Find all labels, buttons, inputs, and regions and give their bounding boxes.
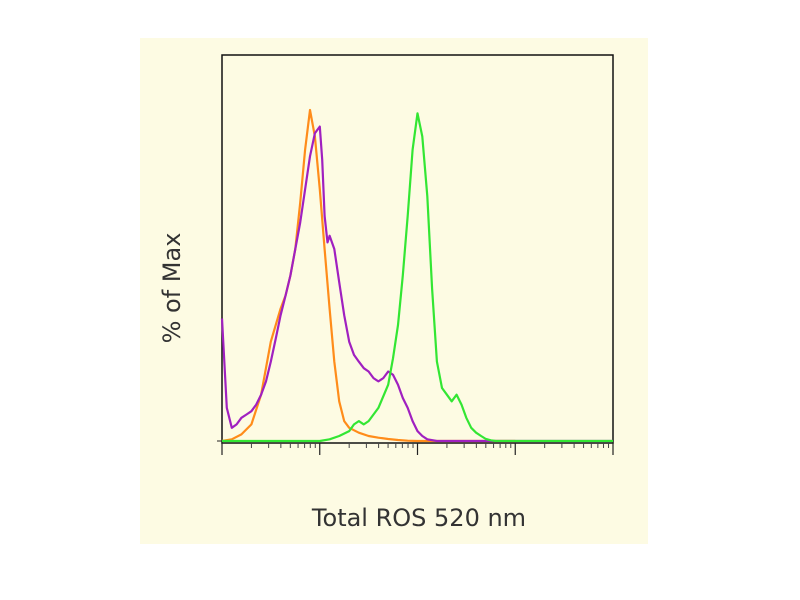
histogram-series-2 [220,125,613,443]
y-axis-label: % of Max [158,233,186,344]
histogram-chart: % of Max Total ROS 520 nm [158,54,614,532]
x-axis-label: Total ROS 520 nm [311,504,526,532]
histogram-series-3 [222,112,613,443]
chart-figure: % of Max Total ROS 520 nm [140,38,648,544]
histogram-series-1 [221,108,516,443]
